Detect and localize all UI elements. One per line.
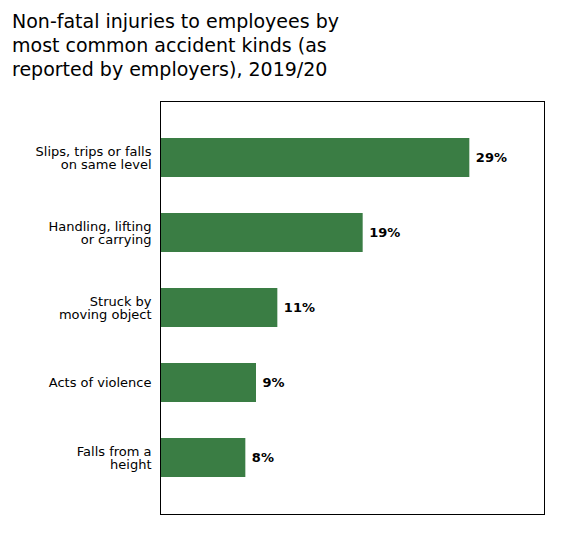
svg-text:Slips, trips or fallson same l: Slips, trips or fallson same level xyxy=(36,144,152,172)
svg-text:19%: 19% xyxy=(369,225,400,240)
svg-text:11%: 11% xyxy=(284,300,315,315)
svg-text:29%: 29% xyxy=(476,150,507,165)
svg-text:Acts of violence: Acts of violence xyxy=(49,375,152,390)
svg-text:8%: 8% xyxy=(252,450,274,465)
svg-text:Struck bymoving object: Struck bymoving object xyxy=(59,294,152,322)
html-text:Non-fatal injuries to employee: Non-fatal injuries to employees by most … xyxy=(12,10,339,80)
svg-text:Handling, liftingor carrying: Handling, liftingor carrying xyxy=(49,219,152,247)
svg-text:Falls from aheight: Falls from aheight xyxy=(77,444,152,472)
svg-text:9%: 9% xyxy=(263,375,285,390)
